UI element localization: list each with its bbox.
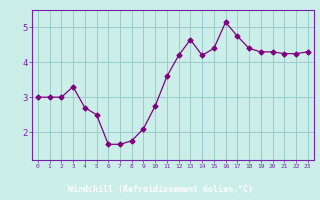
Text: Windchill (Refroidissement éolien,°C): Windchill (Refroidissement éolien,°C) [68,185,252,194]
